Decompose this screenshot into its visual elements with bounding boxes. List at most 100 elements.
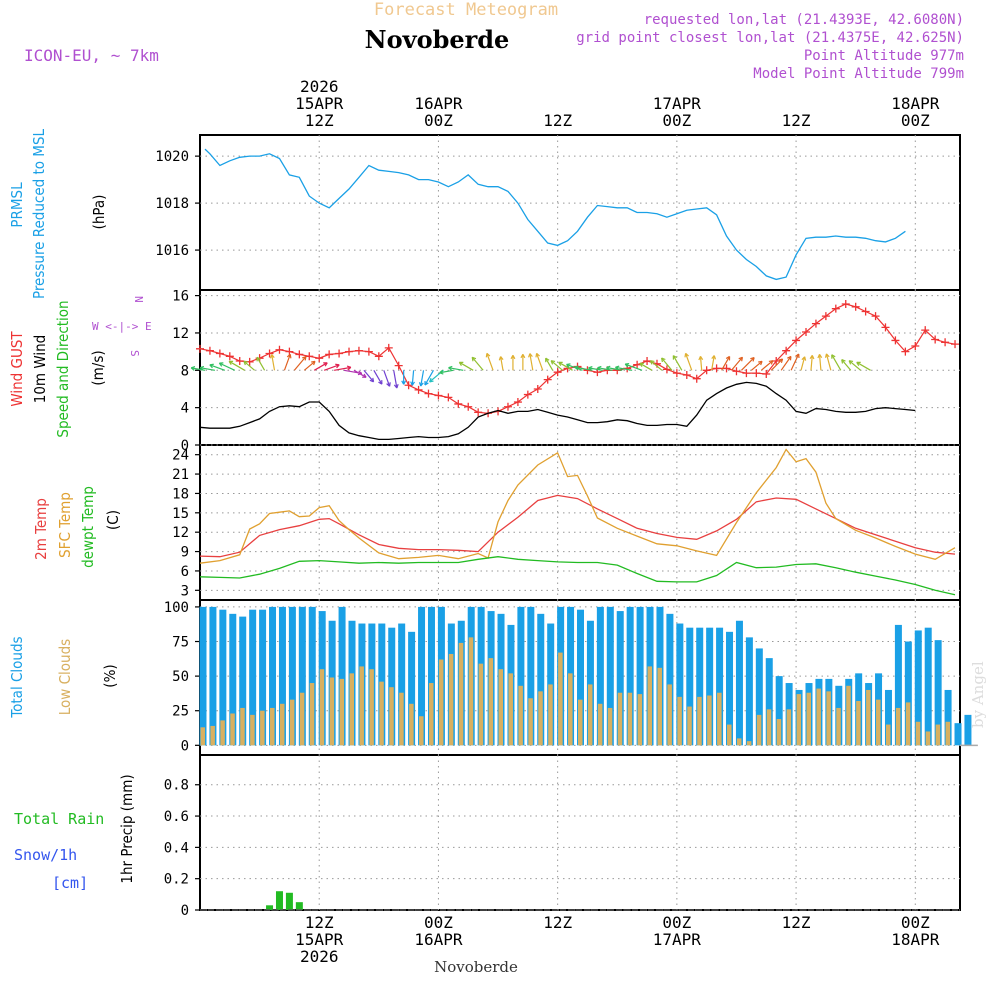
ytick-label: 12 bbox=[172, 525, 189, 541]
precip-panel-frame bbox=[199, 754, 961, 911]
total-cloud-bar bbox=[576, 609, 584, 746]
wind-arrow-head bbox=[768, 360, 774, 365]
total-cloud-bar bbox=[249, 609, 257, 746]
low-cloud-bar bbox=[349, 673, 354, 746]
wind-direction-arrow bbox=[256, 357, 266, 371]
low-cloud-bar bbox=[637, 694, 643, 746]
total-cloud-bar bbox=[199, 606, 207, 746]
low-cloud-bar bbox=[895, 707, 901, 746]
wind-direction-arrow bbox=[841, 359, 852, 371]
low-cloud-bar bbox=[508, 673, 513, 746]
gust-marker bbox=[682, 370, 691, 379]
wind-arrow-head bbox=[439, 369, 444, 375]
compass-north: N bbox=[132, 296, 145, 303]
wind-arrow-head bbox=[574, 365, 579, 371]
wind-arrow-head bbox=[588, 366, 593, 371]
wind-direction-arrow bbox=[574, 366, 593, 371]
wind-arrow-head bbox=[256, 356, 261, 362]
wind-direction-arrow bbox=[373, 370, 383, 385]
time-label-bottom: 15APR bbox=[295, 930, 344, 949]
time-label-top: 00Z bbox=[424, 111, 453, 130]
wind-direction-arrow bbox=[825, 353, 832, 371]
low-cloud-bar bbox=[538, 691, 543, 746]
station-title: Novoberde bbox=[365, 25, 510, 54]
gust-marker bbox=[831, 304, 840, 313]
low-cloud-bar bbox=[806, 692, 811, 746]
wind-arrow-head bbox=[750, 356, 755, 362]
low-cloud-bar bbox=[697, 696, 702, 746]
credit-watermark: by Angel bbox=[969, 661, 987, 728]
wind-arrow-head bbox=[558, 361, 563, 367]
wind-direction-arrow bbox=[550, 360, 564, 371]
ytick-label: 16 bbox=[172, 289, 189, 305]
low-cloud-bar bbox=[230, 713, 235, 746]
wind-arrow-head bbox=[848, 360, 854, 365]
temp-2m-line bbox=[199, 494, 956, 558]
wind-direction-arrow bbox=[566, 363, 583, 371]
low-cloud-bar bbox=[399, 692, 404, 746]
wind-direction-arrow bbox=[209, 364, 226, 371]
low-cloud-bar bbox=[379, 681, 384, 746]
rain-bar bbox=[275, 891, 283, 910]
gridlines bbox=[195, 135, 960, 911]
low-cloud-bar bbox=[885, 724, 891, 746]
time-label-bottom: 16APR bbox=[414, 930, 463, 949]
wind-arrow-head bbox=[323, 362, 328, 367]
temp-sfc-line bbox=[199, 448, 956, 564]
gust-marker bbox=[543, 375, 552, 384]
total-cloud-bar bbox=[408, 631, 416, 746]
wind-arrow-head bbox=[199, 365, 205, 371]
low-cloud-bar bbox=[428, 683, 434, 746]
wind-direction-arrow bbox=[831, 354, 842, 371]
wind-gust-axis-title: Wind GUST bbox=[8, 331, 26, 407]
temp-sfc-axis-title: SFC Temp bbox=[56, 492, 74, 558]
gust-line bbox=[199, 303, 956, 414]
gust-marker bbox=[196, 344, 204, 353]
total-rain-legend: Total Rain bbox=[14, 810, 104, 828]
wind-arrow-head bbox=[795, 353, 800, 359]
gust-marker bbox=[792, 336, 801, 345]
wind-arrow-head bbox=[369, 377, 375, 383]
wind-direction-arrow bbox=[770, 358, 783, 371]
wind-direction-arrow bbox=[818, 354, 822, 371]
gust-marker bbox=[762, 370, 771, 379]
wind-arrow-head bbox=[190, 366, 196, 371]
ytick-label: 9 bbox=[181, 545, 189, 561]
low-cloud-bar bbox=[717, 692, 722, 746]
wind-direction-arrow bbox=[283, 354, 291, 371]
wind-direction-arrow bbox=[271, 354, 276, 371]
low-cloud-bar bbox=[548, 684, 553, 746]
wind-arrow-head bbox=[424, 381, 429, 386]
wind-arrow-head bbox=[378, 380, 383, 385]
low-cloud-bar bbox=[250, 714, 255, 746]
total-cloud-bar bbox=[676, 623, 684, 746]
ytick-label: 18 bbox=[172, 486, 189, 502]
total-cloud-bar bbox=[537, 613, 545, 746]
low-cloud-bar bbox=[866, 689, 871, 746]
low-cloud-bar bbox=[856, 701, 861, 746]
low-cloud-bar bbox=[677, 696, 682, 746]
gust-marker bbox=[901, 347, 910, 356]
total-cloud-bar bbox=[775, 676, 783, 746]
total-cloud-bar bbox=[586, 620, 594, 746]
wind-axis-unit: (m/s) bbox=[89, 350, 107, 385]
gust-marker bbox=[772, 356, 781, 365]
gust-marker bbox=[305, 352, 314, 361]
low-cloud-bar bbox=[776, 719, 782, 746]
low-cloud-bar bbox=[846, 685, 851, 746]
wind-direction-arrow bbox=[536, 353, 544, 371]
wind-arrow-head bbox=[841, 359, 846, 364]
ytick-label: 8 bbox=[181, 363, 189, 379]
gust-marker bbox=[891, 336, 900, 345]
gust-marker bbox=[374, 352, 383, 361]
low-cloud-bar bbox=[210, 725, 215, 746]
low-cloud-bar bbox=[826, 691, 831, 746]
wind-arrow-head bbox=[362, 373, 367, 378]
wind-arrow-head bbox=[698, 356, 704, 361]
low-cloud-bar bbox=[359, 666, 364, 746]
low-cloud-bar bbox=[409, 703, 414, 746]
gust-marker bbox=[861, 307, 870, 316]
axis-text: 1016101810200481216369121518212402550751… bbox=[8, 77, 940, 966]
total-cloud-bar bbox=[298, 606, 306, 746]
